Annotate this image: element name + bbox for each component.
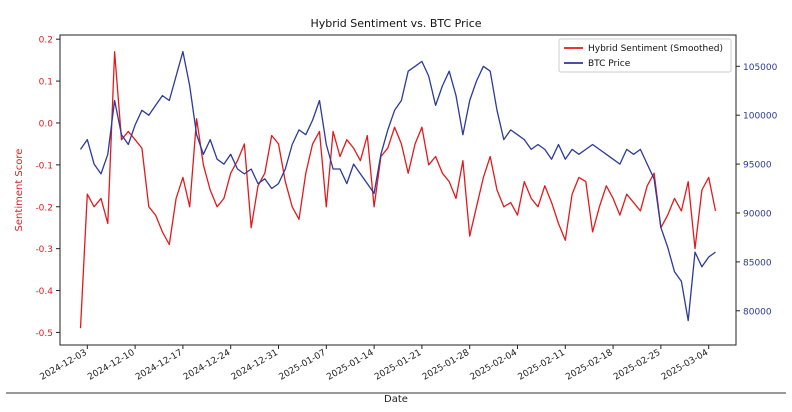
y-right-tick-label: 95000 <box>743 161 772 171</box>
x-tick-label: 2024-12-10 <box>86 348 137 383</box>
y-left-tick-label: -0.5 <box>35 329 53 339</box>
y-right-tick-label: 105000 <box>743 63 778 73</box>
legend-box <box>558 38 732 73</box>
x-tick-label: 2025-01-21 <box>373 348 423 383</box>
x-tick-label: 2025-01-28 <box>421 348 472 383</box>
y-right-tick-label: 100000 <box>743 112 778 122</box>
x-axis-ticks: 2024-12-032024-12-102024-12-172024-12-24… <box>39 345 711 383</box>
plot-frame <box>59 34 737 346</box>
y-axis-right-ticks: 80000 85000 90000 95000 100000 105000 <box>736 63 778 317</box>
series-line-btc-price <box>79 50 716 322</box>
series-line-sentiment <box>79 51 717 329</box>
y-left-tick-label: -0.2 <box>35 203 53 213</box>
x-tick-label: 2024-12-31 <box>230 348 280 383</box>
y-left-tick-label: 0.2 <box>39 36 53 46</box>
legend-label-btc: BTC Price <box>588 59 631 69</box>
x-tick-label: 2025-02-04 <box>469 348 520 383</box>
y-right-tick-label: 90000 <box>743 209 772 219</box>
y-left-tick-label: 0.0 <box>39 119 54 129</box>
series-layer <box>79 50 717 329</box>
x-tick-label: 2024-12-03 <box>39 348 89 383</box>
x-tick-label: 2025-02-18 <box>564 348 615 383</box>
x-tick-label: 2025-03-04 <box>660 348 711 383</box>
y-left-tick-label: 0.1 <box>39 78 53 88</box>
y-axis-left-ticks: -0.5 -0.4 -0.3 -0.2 -0.1 0.0 0.1 0.2 <box>35 36 60 339</box>
y-left-tick-label: -0.3 <box>35 245 53 255</box>
legend-label-sentiment: Hybrid Sentiment (Smoothed) <box>588 44 723 54</box>
x-tick-label: 2025-01-07 <box>277 348 327 383</box>
y-axis-left-label: Sentiment Score <box>14 149 25 232</box>
chart-title: Hybrid Sentiment vs. BTC Price <box>310 17 481 30</box>
y-left-tick-label: -0.1 <box>35 161 53 171</box>
y-left-tick-label: -0.4 <box>35 287 53 297</box>
x-tick-label: 2024-12-24 <box>182 348 233 383</box>
legend: Hybrid Sentiment (Smoothed) BTC Price <box>558 38 732 73</box>
x-axis-label: Date <box>384 394 408 405</box>
x-tick-label: 2024-12-17 <box>134 348 184 383</box>
y-right-tick-label: 80000 <box>743 307 772 317</box>
x-tick-label: 2025-02-11 <box>516 348 566 383</box>
y-right-tick-label: 85000 <box>743 258 772 268</box>
x-tick-label: 2025-01-14 <box>325 348 376 383</box>
x-tick-label: 2025-02-25 <box>612 348 662 383</box>
